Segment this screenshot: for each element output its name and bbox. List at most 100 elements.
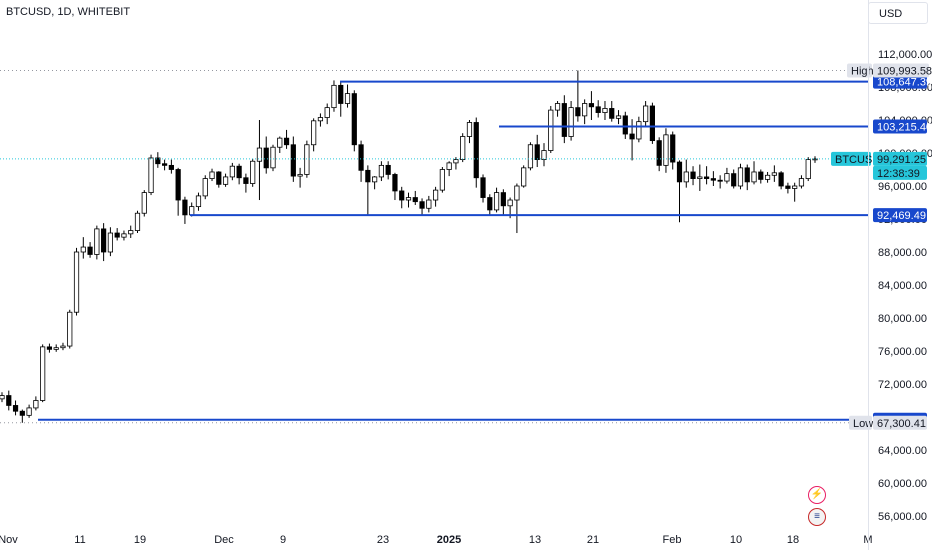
level-price-tag-text: 92,469.49 [877,210,926,222]
price-tick-label: 64,000.00 [878,445,927,457]
high-value-tag-bg [873,63,929,78]
current-price-tag: 99,291.25 [873,151,927,166]
candle-body [615,115,622,119]
candle [446,161,452,177]
candle-body [216,171,222,185]
candle-body [792,185,798,189]
time-axis-label: 19 [134,534,146,546]
candle [216,171,222,188]
candle [107,227,113,257]
candle [731,169,737,189]
candle [758,169,764,184]
time-axis-label: Dec [214,534,234,546]
candle [771,165,777,182]
candle-body [175,169,181,201]
level-price-tag: 108,647.39 [873,74,932,89]
candle [236,163,242,185]
candle-body [744,167,750,183]
candle-body [670,134,676,163]
candle-body [263,147,269,169]
level-price-tag-text: 103,215.40 [877,121,932,133]
candle-body [561,103,567,137]
candle-body [12,405,19,412]
candle [588,91,595,120]
candle [344,84,351,108]
candle [283,129,290,149]
candle-body [256,147,263,162]
candle [148,154,154,196]
low-value-tag: 67,300.41 [873,415,927,430]
candle [609,101,615,122]
candle [419,198,425,216]
candle-body [534,144,540,161]
candle [297,167,303,188]
candle-body [710,178,716,181]
high-label-tag-text: High [851,66,874,78]
candle [493,187,500,213]
currency-button[interactable]: USD [868,2,928,24]
candle [114,228,120,241]
candle [46,343,53,353]
candle-body [399,190,405,201]
candle [805,157,811,182]
candle [798,175,805,189]
candle-body [446,162,452,170]
time-axis-label: Feb [663,534,682,546]
candle-body [758,171,764,180]
candle-body [527,144,534,169]
candle-body [785,185,791,189]
candle [792,182,798,202]
candle [473,117,479,188]
candle-body [676,161,683,183]
candle-body [629,133,635,140]
time-axis-label: 2025 [437,534,461,546]
price-tick-label: 60,000.00 [878,478,927,490]
candle [602,101,608,120]
candle [704,166,710,185]
candle [155,152,161,168]
candle-body [209,171,215,179]
candle-body [378,164,385,178]
candle-body [764,174,771,180]
symbol-title: BTCUSD, 1D, WHITEBIT [6,6,131,18]
candle [521,165,527,188]
candle [487,194,493,216]
candle [351,90,357,152]
candle-body [26,407,32,416]
low-value-tag-text: 67,300.41 [877,418,926,430]
flash-icon[interactable]: ⚡ [808,486,826,504]
time-axis-label: Nov [0,534,18,546]
candle [568,101,574,141]
candle [724,167,730,184]
current-symbol-tag: BTCUSD [831,151,880,166]
candle [67,309,73,349]
candle-body [297,174,303,177]
candle [6,390,12,411]
candle [636,116,642,143]
current-price-tag-text: 99,291.25 [877,154,926,166]
countdown-tag-bg [873,165,927,180]
candle-body [609,108,615,119]
candle-body [805,159,811,179]
candle-body [324,107,330,118]
candle-body [812,158,818,161]
candle [595,100,601,118]
low-label-tag: Low [849,415,873,430]
candle-body [33,400,39,409]
candle [615,110,622,125]
us-flag-icon[interactable]: ≡ [808,508,826,526]
candle [195,192,202,211]
candle [717,175,723,189]
candle-body [141,192,147,214]
candle-body [771,172,777,176]
candle [358,140,364,182]
candle [87,242,93,258]
candle-body [87,246,93,255]
candle [60,342,66,351]
candle [663,128,669,173]
candle-body [304,144,310,175]
candle-body [46,346,53,350]
candle [466,120,473,144]
candle-body [405,197,412,201]
